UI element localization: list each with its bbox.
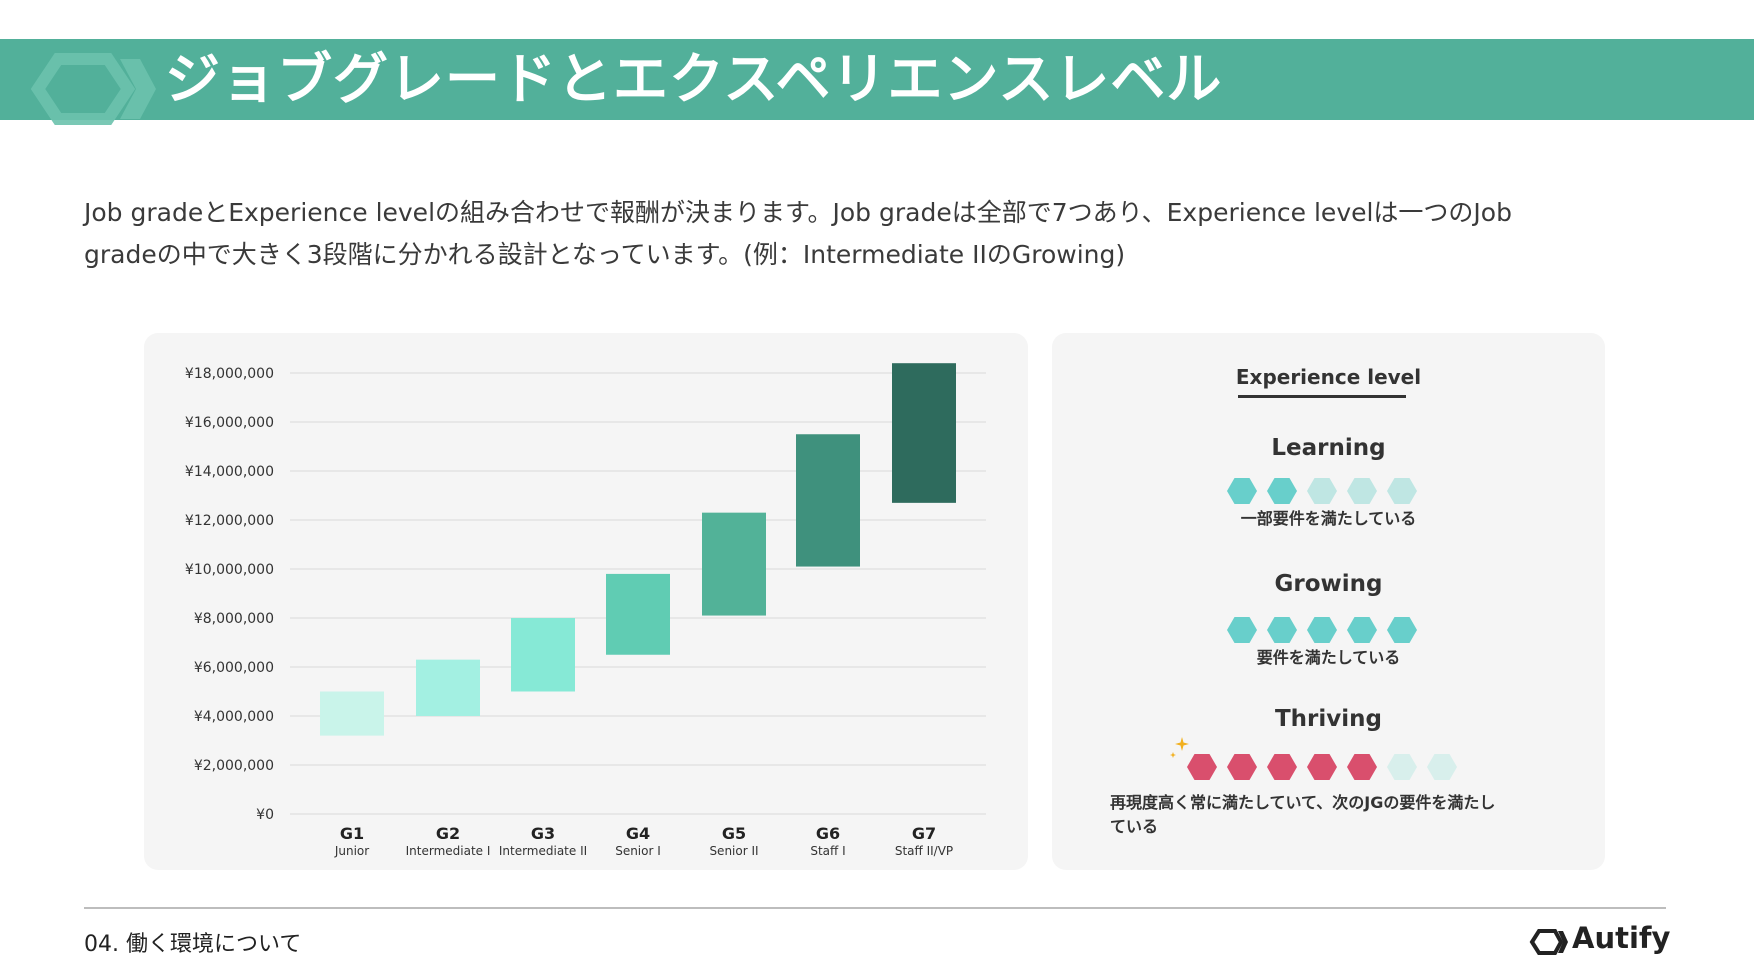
sparkle-icon [1170, 737, 1189, 758]
hexagon-icon [1187, 754, 1217, 780]
y-tick-label: ¥4,000,000 [194, 709, 274, 725]
experience-level-heading: Experience level [1235, 365, 1422, 389]
level-desc-thriving-line-2: ている [1110, 817, 1159, 836]
hexagon-icon [1227, 478, 1257, 504]
level-desc-thriving-line-1: 再現度高く常に満たしていて、次のJGの要件を満たし [1110, 793, 1496, 812]
level-desc-growing: 要件を満たしている [1256, 648, 1401, 667]
x-tick-sublabel: Staff II/VP [895, 844, 953, 858]
hexagon-icon [1387, 617, 1417, 643]
x-tick-label: G1 [340, 824, 364, 843]
x-tick-label: G2 [436, 824, 460, 843]
hexagon-icon [1427, 754, 1457, 780]
y-tick-label: ¥10,000,000 [185, 562, 274, 578]
hexagon-icon [1307, 478, 1337, 504]
salary-range-chart-card: ¥0 ¥2,000,000 ¥4,000,000 ¥6,000,000 ¥8,000,0… [144, 333, 1028, 870]
bar-g2 [416, 659, 480, 716]
y-tick-label: ¥16,000,000 [185, 415, 274, 431]
hexagon-icon [1307, 617, 1337, 643]
y-tick-label: ¥18,000,000 [185, 366, 274, 382]
y-tick-label: ¥8,000,000 [194, 611, 274, 627]
bar-g6 [796, 434, 860, 567]
bar-g7 [892, 363, 956, 503]
experience-level-card: Experience level Learning 一部要件を満たしている Gr… [1052, 333, 1605, 870]
hexagon-icon [1347, 754, 1377, 780]
title-bar: ジョブグレードとエクスペリエンスレベル [0, 39, 1754, 125]
footer-section-label: 04. 働く環境について [84, 932, 302, 957]
bar-g3 [511, 618, 575, 692]
level-name-thriving: Thriving [1274, 706, 1382, 732]
x-tick-sublabel: Senior I [615, 844, 661, 858]
x-tick-sublabel: Senior II [709, 844, 758, 858]
bar-g4 [606, 573, 670, 655]
salary-range-chart: ¥0 ¥2,000,000 ¥4,000,000 ¥6,000,000 ¥8,000,0… [185, 363, 986, 858]
x-tick-label: G4 [626, 824, 650, 843]
x-tick-label: G7 [912, 824, 936, 843]
hexagon-icon [1347, 478, 1377, 504]
intro-line-1: Job gradeとExperience levelの組み合わせで報酬が決まりま… [84, 198, 1512, 227]
autify-logo-icon [1529, 929, 1568, 955]
intro-paragraph: Job gradeとExperience levelの組み合わせで報酬が決まりま… [84, 192, 1684, 276]
hexagon-chevron-decoration-icon [30, 53, 156, 125]
hexagon-icon [1387, 478, 1417, 504]
bar-g1 [320, 691, 384, 736]
x-tick-sublabel: Intermediate I [406, 844, 491, 858]
x-tick-sublabel: Staff I [810, 844, 845, 858]
level-name-growing: Growing [1274, 571, 1383, 597]
intro-line-2: gradeの中で大きく3段階に分かれる設計となっています。(例：Intermed… [84, 240, 1126, 269]
hexagon-icon [1267, 617, 1297, 643]
y-tick-label: ¥0 [256, 807, 274, 823]
y-tick-label: ¥14,000,000 [185, 464, 274, 480]
level-name-learning: Learning [1271, 435, 1386, 461]
level-desc-learning: 一部要件を満たしている [1240, 509, 1417, 528]
page-title: ジョブグレードとエクスペリエンスレベル [165, 47, 1223, 111]
hexagon-icon [1347, 617, 1377, 643]
hexagon-icon [1387, 754, 1417, 780]
hexagon-icon [1307, 754, 1337, 780]
growing-hex-row [1227, 617, 1417, 643]
y-tick-label: ¥2,000,000 [194, 758, 274, 774]
footer-divider [84, 907, 1666, 909]
autify-logo-text: Autify [1572, 921, 1671, 955]
x-tick-sublabel: Intermediate II [499, 844, 587, 858]
hexagon-icon [1227, 754, 1257, 780]
learning-hex-row [1227, 478, 1417, 504]
x-tick-label: G6 [816, 824, 840, 843]
x-tick-label: G3 [531, 824, 555, 843]
heading-underline [1238, 395, 1406, 398]
hexagon-icon [1267, 754, 1297, 780]
x-tick-sublabel: Junior [334, 844, 369, 858]
thriving-hex-row [1187, 754, 1457, 780]
x-tick-label: G5 [722, 824, 746, 843]
hexagon-icon [1227, 617, 1257, 643]
level-desc-thriving: 再現度高く常に満たしていて、次のJGの要件を満たし ている [1110, 791, 1495, 839]
y-tick-label: ¥12,000,000 [185, 513, 274, 529]
bar-g5 [702, 512, 766, 616]
y-tick-label: ¥6,000,000 [194, 660, 274, 676]
hexagon-icon [1267, 478, 1297, 504]
